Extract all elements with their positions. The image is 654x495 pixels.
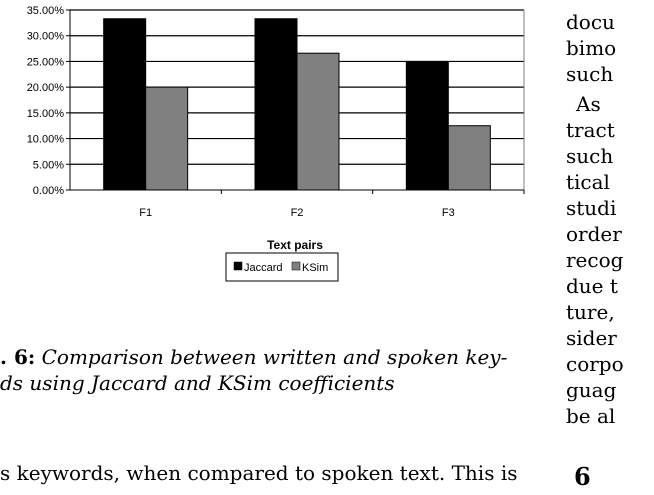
- y-tick-label: 5.00%: [33, 159, 64, 171]
- right-column-line: recog: [566, 248, 624, 272]
- y-tick-label: 30.00%: [27, 31, 65, 43]
- x-axis-title: Text pairs: [267, 238, 323, 252]
- comparison-bar-chart: 0.00% 5.00% 10.00% 15.00% 20.00% 25.00% 30.00%…: [27, 5, 525, 282]
- section-number: 6: [574, 462, 591, 491]
- right-column-line: bimo: [566, 36, 617, 60]
- right-column-line: guag: [566, 378, 617, 402]
- bars: [103, 18, 491, 191]
- y-tick-label: 10.00%: [27, 134, 65, 146]
- x-tick-label-f1: F1: [139, 207, 152, 219]
- body-text-line: s keywords, when compared to spoken text…: [0, 461, 518, 485]
- x-axis-ticks: F1 F2 F3: [139, 190, 525, 219]
- legend-swatch-ksim: [291, 261, 301, 271]
- caption-prefix: .: [0, 345, 14, 369]
- axes: [69, 10, 525, 191]
- legend-label-jaccard: Jaccard: [244, 262, 283, 274]
- right-column-line: docu: [566, 10, 615, 34]
- right-column-line: such: [566, 144, 614, 168]
- x-tick-label-f2: F2: [291, 207, 304, 219]
- y-tick-label: 35.00%: [27, 5, 65, 17]
- right-column-line: due t: [566, 274, 618, 298]
- bar-ksim-f1: [145, 86, 189, 191]
- right-column-line: sider: [566, 326, 617, 350]
- legend-frame: [225, 252, 339, 282]
- y-tick-label: 15.00%: [27, 108, 65, 120]
- caption-text-1: Comparison between written and spoken ke…: [41, 345, 508, 369]
- bar-jaccard-f3: [405, 60, 449, 191]
- bar-jaccard-f1: [103, 18, 147, 191]
- legend-swatch-jaccard: [233, 261, 243, 271]
- right-column-line: corpo: [566, 352, 624, 376]
- x-tick-label-f3: F3: [442, 207, 455, 219]
- right-column-line: tract: [566, 118, 615, 142]
- right-column-line: be al: [566, 404, 616, 428]
- legend: Jaccard KSim: [225, 252, 339, 282]
- legend-label-ksim: KSim: [302, 262, 328, 274]
- right-column-line: order: [566, 222, 622, 246]
- y-tick-label: 0.00%: [33, 185, 64, 197]
- bar-ksim-f3: [447, 125, 491, 191]
- bar-ksim-f2: [296, 52, 340, 191]
- caption-number: 6:: [13, 345, 36, 369]
- y-tick-label: 20.00%: [27, 82, 65, 94]
- right-column-line: studi: [566, 196, 617, 220]
- right-column-line: As: [576, 92, 601, 116]
- figure-caption: . 6: Comparison between written and spok…: [0, 344, 548, 396]
- y-axis-ticks: 0.00% 5.00% 10.00% 15.00% 20.00% 25.00% 30.00%…: [27, 5, 70, 197]
- bar-jaccard-f2: [254, 18, 298, 191]
- y-tick-label: 25.00%: [27, 56, 65, 68]
- right-column-line: ture,: [566, 300, 615, 324]
- caption-line-2: ds using Jaccard and KSim coefficients: [0, 371, 395, 395]
- right-column-line: such: [566, 62, 614, 86]
- caption-line-1: . 6: Comparison between written and spok…: [0, 344, 548, 370]
- right-column-line: tical: [566, 170, 610, 194]
